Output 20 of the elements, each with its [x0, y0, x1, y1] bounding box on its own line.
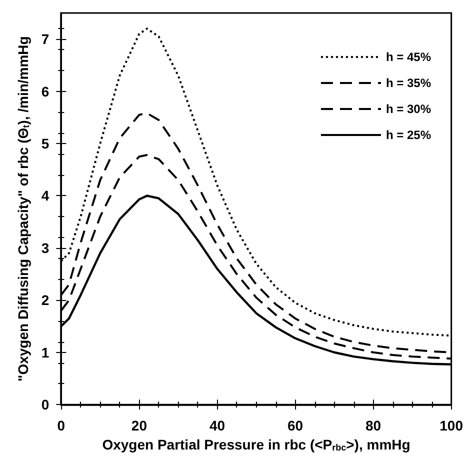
x-tick-label: 80 [366, 418, 382, 434]
x-tick-label: 20 [131, 418, 148, 434]
y-tick-label: 2 [41, 292, 50, 308]
legend-label: h = 45% [386, 50, 432, 64]
x-tick-label: 40 [209, 418, 226, 434]
legend-label: h = 30% [386, 102, 432, 116]
y-axis-title: "Oxygen Diffusing Capacity" of rbc (Θt), /min/mmHg [15, 36, 31, 382]
y-tick-label: 0 [41, 396, 50, 413]
y-tick-label: 6 [41, 83, 50, 100]
y-tick-label: 7 [41, 31, 50, 48]
legend-label: h = 35% [386, 76, 432, 90]
x-tick-label: 100 [440, 418, 464, 434]
y-tick-label: 3 [41, 240, 50, 256]
legend-label: h = 25% [386, 128, 432, 142]
y-tick-label: 4 [41, 188, 50, 204]
x-axis-title: Oxygen Partial Pressure in rbc (<Prbc>), mmHg [102, 436, 410, 452]
x-tick-label: 0 [57, 418, 66, 434]
x-tick-label: 60 [287, 418, 304, 434]
y-tick-label: 5 [41, 136, 50, 152]
y-tick-label: 1 [41, 344, 50, 360]
